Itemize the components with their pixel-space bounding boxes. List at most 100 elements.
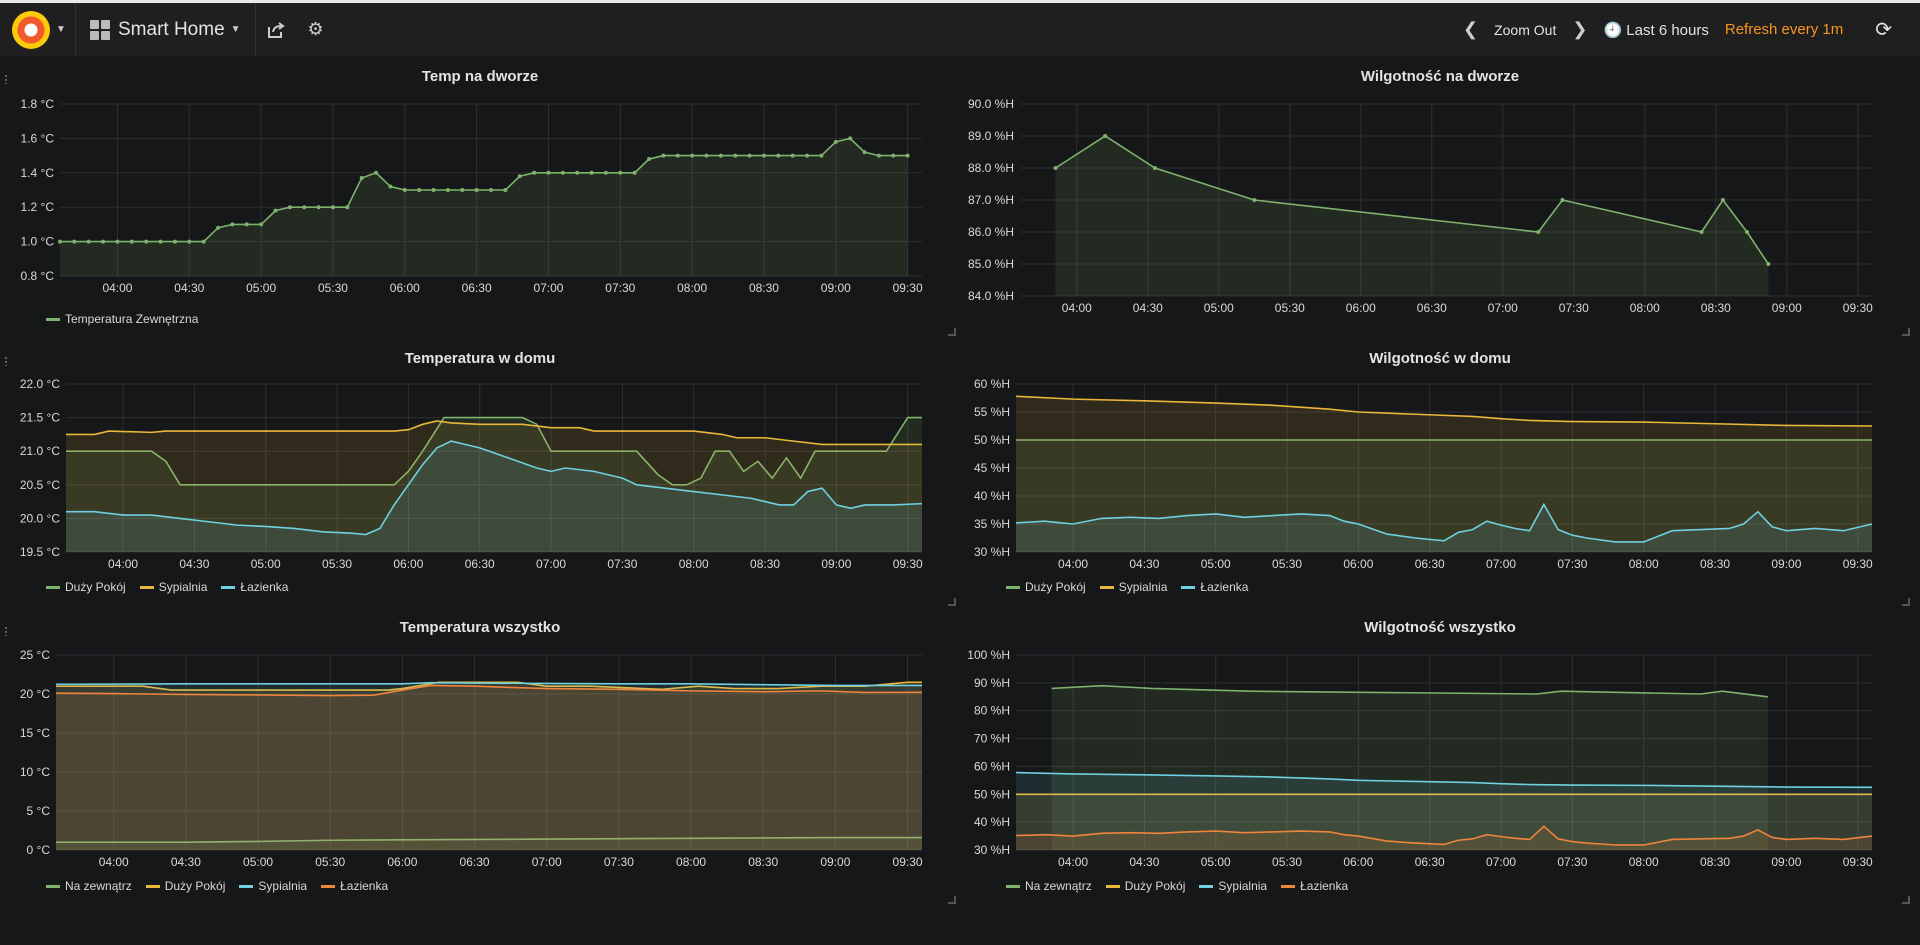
time-back-button[interactable]: ❮ [1463, 19, 1479, 39]
legend-item[interactable]: Łazienka [321, 879, 388, 893]
panel-resize-handle[interactable] [948, 896, 956, 904]
series-line[interactable] [1015, 771, 1873, 789]
y-tick-label: 21.5 °C [20, 411, 60, 425]
legend-item[interactable]: Łazienka [1181, 580, 1248, 594]
legend-item[interactable]: Sypialnia [1099, 580, 1167, 594]
chart-svg[interactable]: 84.0 %H 85.0 %H 86.0 %H 87.0 %H 88.0 %H 89.0 … [960, 90, 1920, 340]
data-point [474, 188, 479, 192]
time-forward-button[interactable]: ❯ [1572, 19, 1588, 39]
x-tick-label: 05:00 [243, 855, 273, 869]
series-line[interactable] [66, 440, 923, 536]
dashboard-title: Smart Home [118, 18, 225, 40]
y-tick-label: 60 %H [974, 377, 1010, 391]
series-line[interactable] [1055, 135, 1770, 265]
legend-item[interactable]: Łazienka [221, 580, 288, 594]
panel-resize-handle[interactable] [1902, 896, 1910, 904]
share-button[interactable] [256, 3, 296, 56]
panel-resize-handle[interactable] [948, 328, 956, 336]
series-line[interactable] [60, 137, 908, 243]
y-tick-label: 86.0 %H [968, 225, 1014, 239]
y-tick-label: 20.5 °C [20, 478, 60, 492]
legend-item[interactable]: Sypialnia [239, 879, 307, 893]
time-picker-button[interactable]: 🕘 Last 6 hours [1603, 21, 1708, 39]
x-tick-label: 09:00 [821, 557, 851, 571]
chart-svg[interactable]: 0.8 °C 1.0 °C 1.2 °C 1.4 °C 1.6 °C 1.8 °C 04:0… [0, 90, 960, 320]
legend-item[interactable]: Na zewnątrz [46, 879, 132, 893]
refresh-button[interactable]: ⟳ [1875, 17, 1892, 42]
panel-title[interactable]: Wilgotność wszystko [1364, 619, 1516, 636]
panel-resize-handle[interactable] [948, 598, 956, 606]
x-tick-label: 05:30 [1275, 301, 1305, 315]
legend-item[interactable]: Łazienka [1281, 879, 1348, 893]
series-line[interactable] [1051, 684, 1768, 698]
grafana-menu[interactable]: ▼ [0, 3, 76, 56]
y-tick-label: 10 °C [20, 765, 50, 779]
series-line[interactable] [66, 420, 922, 446]
legend-item[interactable]: Duży Pokój [145, 879, 225, 893]
series-line[interactable] [56, 836, 922, 843]
chart-svg[interactable]: 19.5 °C 20.0 °C 20.5 °C 21.0 °C 21.5 °C 22.0 … [0, 372, 960, 602]
panel-resize-handle[interactable] [1902, 598, 1910, 606]
legend-item[interactable]: Temperatura Zewnętrzna [46, 312, 198, 326]
data-point [1699, 230, 1704, 234]
data-point [230, 222, 235, 227]
series-line[interactable] [1015, 395, 1873, 427]
data-point [704, 153, 709, 158]
panel-title[interactable]: Temp na dworze [421, 68, 539, 85]
legend-swatch [221, 585, 236, 589]
legend-item[interactable]: Duży Pokój [1105, 879, 1185, 893]
zoom-out-button[interactable]: Zoom Out [1494, 21, 1557, 38]
series-line[interactable] [66, 416, 922, 486]
panel-title[interactable]: Wilgotność w domu [1369, 350, 1511, 367]
y-tick-label: 25 °C [20, 648, 50, 662]
legend-item[interactable]: Na zewnątrz [1006, 879, 1092, 893]
panel-drag-handle[interactable] [4, 356, 8, 366]
data-point [647, 157, 652, 162]
y-tick-label: 45 %H [974, 461, 1010, 475]
x-tick-label: 09:30 [893, 281, 923, 295]
series-line[interactable] [55, 681, 922, 687]
x-tick-label: 04:00 [108, 557, 138, 571]
x-tick-label: 08:30 [750, 557, 780, 571]
panel-drag-handle[interactable] [4, 626, 8, 636]
legend-item[interactable]: Sypialnia [1199, 879, 1267, 893]
series-line[interactable] [1015, 825, 1873, 846]
x-tick-label: 07:30 [1557, 855, 1587, 869]
series-line[interactable] [1015, 502, 1873, 543]
share-icon [267, 21, 285, 38]
series-line[interactable] [55, 684, 923, 697]
data-point [244, 222, 249, 227]
legend-item[interactable]: Sypialnia [139, 580, 207, 594]
panel-title[interactable]: Temperatura w domu [404, 350, 556, 367]
panel-temperatura-wszystko: Temperatura wszystko 0 °C 5 °C 10 °C 15 °C 2… [0, 619, 960, 909]
refresh-interval-label[interactable]: Refresh every 1m [1724, 21, 1844, 38]
x-tick-label: 05:00 [1201, 855, 1231, 869]
y-tick-label: 30 %H [974, 843, 1010, 857]
x-tick-label: 09:00 [821, 281, 851, 295]
settings-button[interactable]: ⚙ [296, 3, 336, 56]
data-point [1720, 198, 1725, 202]
x-tick-label: 05:30 [322, 557, 352, 571]
panel-resize-handle[interactable] [1902, 328, 1910, 336]
data-point [72, 239, 77, 244]
data-point [201, 239, 206, 244]
panel-title[interactable]: Temperatura wszystko [399, 619, 561, 636]
panel-title[interactable]: Wilgotność na dworze [1360, 68, 1520, 85]
series-area [56, 682, 922, 850]
data-point [158, 239, 163, 244]
chart-svg[interactable]: 0 °C 5 °C 10 °C 15 °C 20 °C 25 °C 04:00 04:30 05… [0, 641, 960, 891]
data-point [690, 153, 695, 158]
y-tick-label: 85.0 %H [968, 257, 1014, 271]
legend-item[interactable]: Duży Pokój [1006, 580, 1086, 594]
x-tick-label: 07:00 [536, 557, 566, 571]
x-tick-label: 06:30 [465, 557, 495, 571]
legend-swatch [1006, 884, 1020, 888]
dashboard-picker[interactable]: Smart Home ▼ [76, 3, 256, 56]
x-tick-label: 06:00 [393, 557, 423, 571]
chart-svg[interactable]: 30 %H 40 %H 50 %H 60 %H 70 %H 80 %H 90 %H 100 %… [960, 641, 1920, 891]
data-point [891, 153, 896, 158]
panel-drag-handle[interactable] [4, 74, 8, 84]
legend-item[interactable]: Duży Pokój [46, 580, 126, 594]
y-tick-label: 87.0 %H [968, 193, 1014, 207]
chart-svg[interactable]: 30 %H 35 %H 40 %H 45 %H 50 %H 55 %H 60 %H 04:00… [960, 372, 1920, 602]
